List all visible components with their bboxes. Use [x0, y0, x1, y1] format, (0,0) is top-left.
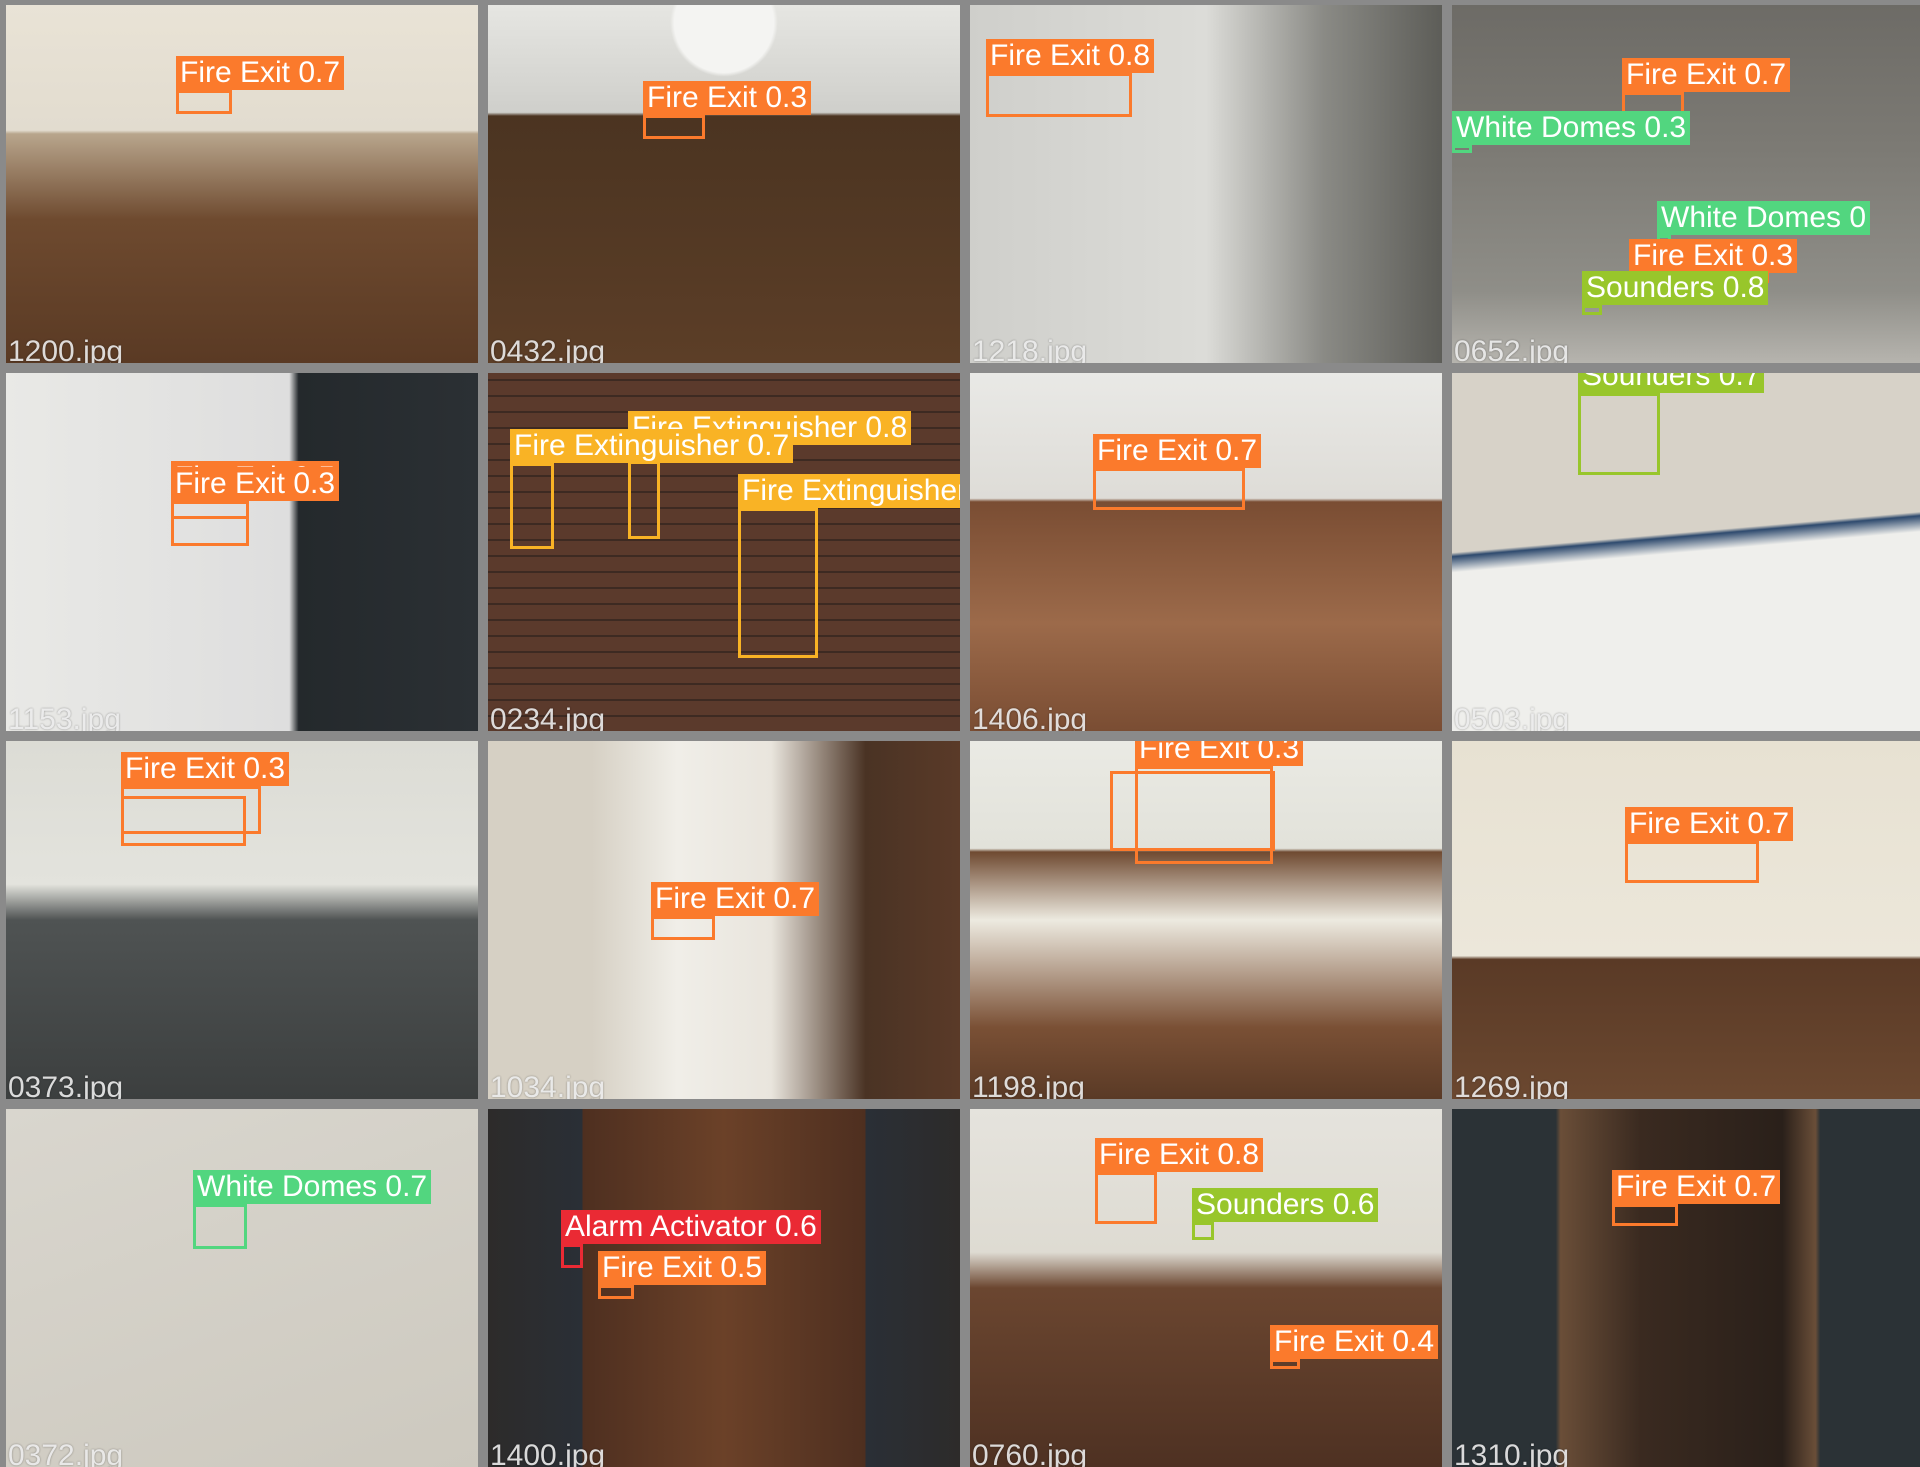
bounding-box [1578, 393, 1660, 475]
detection-label: Sounders 0.7 [1578, 373, 1765, 393]
image-tile: Fire Exit 0.7 1200.jpg [6, 5, 478, 363]
scene-photo [6, 741, 478, 1099]
image-tile: Fire Extinguisher 0.8 Fire Extinguisher 0… [488, 373, 960, 731]
bounding-box [121, 796, 246, 846]
scene-photo [488, 741, 960, 1099]
bounding-box [1452, 145, 1472, 153]
image-tile: Fire Exit 0.7 1269.jpg [1452, 741, 1920, 1099]
bounding-box [628, 461, 660, 539]
detection-label: Fire Exit 0.3 [171, 467, 340, 501]
file-name: 0234.jpg [490, 703, 606, 731]
detection-label: Fire Extinguisher 0.7 [510, 429, 794, 463]
detection-label: Fire Exit 0.8 [1095, 1138, 1264, 1172]
image-tile: Fire Exit 0.3 1198.jpg [970, 741, 1442, 1099]
bounding-box [1095, 1172, 1157, 1224]
file-name: 1406.jpg [972, 703, 1088, 731]
detection-label: Fire Exit 0.8 [986, 39, 1155, 73]
image-tile: White Domes 0.7 0372.jpg [6, 1109, 478, 1467]
detection-label: Fire Exit 0.7 [1093, 434, 1262, 468]
bounding-box [1582, 305, 1602, 315]
detection-label: Fire Exit 0.4 [1270, 1325, 1439, 1359]
file-name: 0373.jpg [8, 1071, 124, 1099]
bounding-box [193, 1204, 247, 1249]
detection-label: Fire Exit 0.7 [1622, 58, 1791, 92]
image-tile: Fire Exit 0.7 1310.jpg [1452, 1109, 1920, 1467]
image-tile: Sounders 0.7 0503.jpg [1452, 373, 1920, 731]
detection-label: White Domes 0 [1657, 201, 1871, 235]
image-tile: Fire Exit 0.3 0373.jpg [6, 741, 478, 1099]
detection-label: Alarm Activator 0.6 [561, 1210, 821, 1244]
image-tile: Fire Exit 0.7 White Domes 0.3 White Domes … [1452, 5, 1920, 363]
file-name: 0652.jpg [1454, 335, 1570, 363]
scene-photo [1452, 373, 1920, 731]
file-name: 0760.jpg [972, 1439, 1088, 1467]
scene-photo [488, 1109, 960, 1467]
detection-label: Fire Exit 0.3 [643, 81, 812, 115]
scene-photo [6, 373, 478, 731]
file-name: 1400.jpg [490, 1439, 606, 1467]
detection-label: Fire Exit 0.7 [176, 56, 345, 90]
scene-photo [1452, 741, 1920, 1099]
bounding-box [1270, 1359, 1300, 1369]
bounding-box [643, 115, 705, 139]
file-name: 1198.jpg [972, 1071, 1085, 1099]
file-name: 1310.jpg [1454, 1439, 1570, 1467]
bounding-box [176, 90, 232, 114]
detection-label: Fire Exit 0.5 [598, 1251, 767, 1285]
bounding-box [1093, 468, 1245, 510]
scene-photo [970, 373, 1442, 731]
detection-label: Fire Exit 0.7 [1612, 1170, 1781, 1204]
scene-photo [1452, 1109, 1920, 1467]
bounding-box [986, 73, 1132, 117]
bounding-box [738, 508, 818, 658]
image-tile: Alarm Activator 0.6 Fire Exit 0.5 1400.jpg [488, 1109, 960, 1467]
file-name: 0432.jpg [490, 335, 606, 363]
bounding-box [1625, 841, 1759, 883]
bounding-box [598, 1285, 634, 1299]
file-name: 1034.jpg [490, 1071, 606, 1099]
bounding-box [510, 463, 554, 549]
image-tile: Fire Exit 0.3 0432.jpg [488, 5, 960, 363]
detection-label: Sounders 0.6 [1192, 1188, 1379, 1222]
detection-label: Fire Exit 0.3 [1629, 239, 1798, 273]
detection-label: White Domes 0.3 [1452, 111, 1691, 145]
image-tile: Fire Exit 0.7 1034.jpg [488, 741, 960, 1099]
detection-label: Sounders 0.8 [1582, 271, 1769, 305]
detection-label: Fire Exit 0.3 [121, 752, 290, 786]
file-name: 1269.jpg [1454, 1071, 1570, 1099]
detection-label: Fire Exit 0.3 [1135, 741, 1304, 766]
bounding-box [1110, 771, 1275, 851]
file-name: 0372.jpg [8, 1439, 124, 1467]
file-name: 1200.jpg [8, 335, 124, 363]
detection-label: Fire Exit 0.7 [651, 882, 820, 916]
scene-photo [970, 741, 1442, 1099]
detection-label: White Domes 0.7 [193, 1170, 432, 1204]
bounding-box [651, 916, 715, 940]
bounding-box [1135, 766, 1273, 864]
file-name: 1153.jpg [8, 703, 121, 731]
bounding-box [561, 1244, 583, 1268]
detection-label: Fire Extinguisher 0.8 [738, 474, 960, 508]
bounding-box [1192, 1222, 1214, 1240]
image-tile: Fire Exit 0.8 Sounders 0.6 Fire Exit 0.4 07… [970, 1109, 1442, 1467]
bounding-box [1612, 1204, 1678, 1226]
bounding-box [171, 501, 249, 546]
image-tile: Fire Exit 0.7 1406.jpg [970, 373, 1442, 731]
scene-photo [6, 1109, 478, 1467]
detection-label: Fire Exit 0.7 [1625, 807, 1794, 841]
file-name: 0503.jpg [1454, 703, 1570, 731]
file-name: 1218.jpg [972, 335, 1088, 363]
scene-photo [488, 5, 960, 363]
image-tile: Fire Exit 0.8 1218.jpg [970, 5, 1442, 363]
